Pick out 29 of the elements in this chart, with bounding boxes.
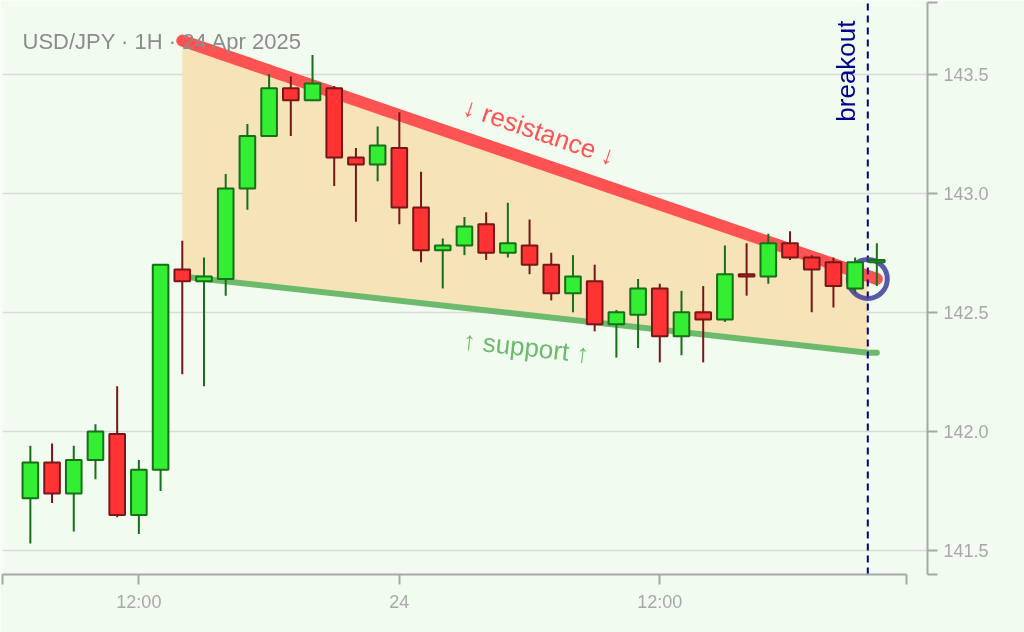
x-tick-label: 12:00 (116, 591, 162, 612)
y-tick-label: 141.5 (943, 541, 989, 562)
candlestick (433, 237, 452, 290)
candlestick (173, 239, 192, 376)
candlestick (195, 256, 213, 388)
candlestick (303, 53, 322, 102)
text: ↑ support ↑ (461, 325, 591, 369)
candlestick (282, 75, 300, 137)
x-tick-label: 24 (389, 591, 410, 612)
y-tick-label: 142.5 (943, 302, 989, 323)
candlestick (802, 254, 821, 314)
candlestick (520, 218, 539, 276)
candlestick (737, 242, 756, 297)
candlestick (824, 256, 843, 309)
candlestick (455, 216, 474, 257)
candlestick (564, 254, 582, 314)
y-tick-label: 143.0 (943, 183, 989, 204)
candlestick (347, 146, 365, 223)
y-tick-label: 143.5 (943, 64, 989, 85)
candlestick (694, 285, 713, 364)
y-tick-label: 142.0 (943, 422, 989, 442)
candlestick (368, 125, 387, 183)
ref-line-label: breakout (830, 19, 861, 122)
candlestick (607, 308, 626, 359)
candlestick (781, 230, 799, 261)
candlestick (672, 289, 691, 357)
x-tick-label: 12:00 (637, 591, 683, 612)
candlestick (499, 201, 517, 259)
candlestick (868, 242, 886, 288)
